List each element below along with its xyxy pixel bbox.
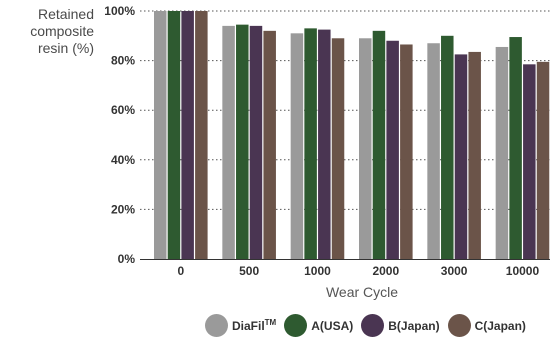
- legend-swatch-a-usa: [284, 314, 308, 337]
- bar-diafil-0: [154, 11, 167, 259]
- legend-item-c-japan: C(Japan): [447, 314, 526, 337]
- bar-c-japan-500: [263, 30, 276, 260]
- bar-a-usa-1000: [304, 28, 317, 259]
- legend-swatch-diafil: [205, 314, 228, 337]
- bar-b-japan-500: [249, 25, 263, 259]
- y-axis-title: Retained composite resin (%): [0, 6, 94, 57]
- x-tick-label-10000: 10000: [506, 264, 540, 278]
- bar-diafil-1000: [290, 33, 304, 259]
- bar-c-japan-10000: [536, 61, 550, 260]
- bar-diafil-2000: [359, 38, 372, 259]
- x-axis-title: Wear Cycle: [326, 284, 398, 300]
- bar-c-japan-1000: [331, 38, 345, 259]
- legend-label-c-japan: C(Japan): [474, 318, 526, 333]
- bar-a-usa-10000: [509, 37, 522, 259]
- bar-a-usa-2000: [372, 30, 386, 260]
- y-tick-label-20pct: 20%: [111, 202, 135, 216]
- x-tick-label-500: 500: [239, 264, 259, 278]
- legend-item-b-japan: B(Japan): [361, 314, 440, 337]
- bar-b-japan-3000: [454, 54, 468, 260]
- x-tick-label-3000: 3000: [441, 264, 468, 278]
- bars: [154, 11, 550, 260]
- bar-diafil-10000: [495, 46, 509, 260]
- legend-swatch-c-japan: [447, 314, 471, 337]
- y-tick-label-60pct: 60%: [111, 103, 135, 117]
- legend-label-a-usa: A(USA): [311, 318, 354, 333]
- x-tick-label-1000: 1000: [304, 264, 331, 278]
- bar-c-japan-0: [195, 11, 208, 259]
- x-axis-ticks: 0 500 1000 2000 3000 10000: [177, 264, 539, 278]
- x-tick-label-0: 0: [177, 264, 184, 278]
- y-tick-label-0pct: 0%: [118, 252, 136, 266]
- legend-item-a-usa: A(USA): [284, 314, 353, 337]
- bar-b-japan-0: [181, 11, 194, 259]
- bar-diafil-3000: [427, 43, 440, 259]
- y-tick-label-100pct: 100%: [104, 4, 135, 18]
- y-axis-title-line-1: Retained: [37, 6, 94, 22]
- legend: DiaFilTM A(USA) B(Japan) C(Japan): [205, 314, 526, 337]
- bar-b-japan-1000: [318, 29, 331, 259]
- bar-c-japan-2000: [400, 44, 413, 260]
- bar-diafil-500: [222, 25, 235, 259]
- legend-label-b-japan: B(Japan): [388, 318, 440, 333]
- bar-a-usa-3000: [441, 35, 454, 259]
- y-tick-label-80pct: 80%: [111, 54, 135, 68]
- bar-b-japan-10000: [523, 64, 536, 259]
- legend-item-diafil: DiaFilTM: [205, 314, 276, 337]
- legend-swatch-b-japan: [361, 314, 385, 337]
- y-axis-title-line-3: resin (%): [37, 40, 94, 56]
- bar-b-japan-2000: [386, 40, 399, 260]
- y-axis-title-line-2: composite: [30, 23, 94, 39]
- x-tick-label-2000: 2000: [372, 264, 399, 278]
- gridlines: [140, 10, 550, 210]
- y-axis-ticks: 0% 20% 40% 60% 80% 100%: [104, 4, 135, 266]
- bar-a-usa-500: [236, 24, 249, 259]
- bar-a-usa-0: [167, 11, 181, 259]
- legend-label-diafil: DiaFilTM: [232, 318, 277, 333]
- y-tick-label-40pct: 40%: [111, 153, 135, 167]
- bar-c-japan-3000: [468, 51, 481, 259]
